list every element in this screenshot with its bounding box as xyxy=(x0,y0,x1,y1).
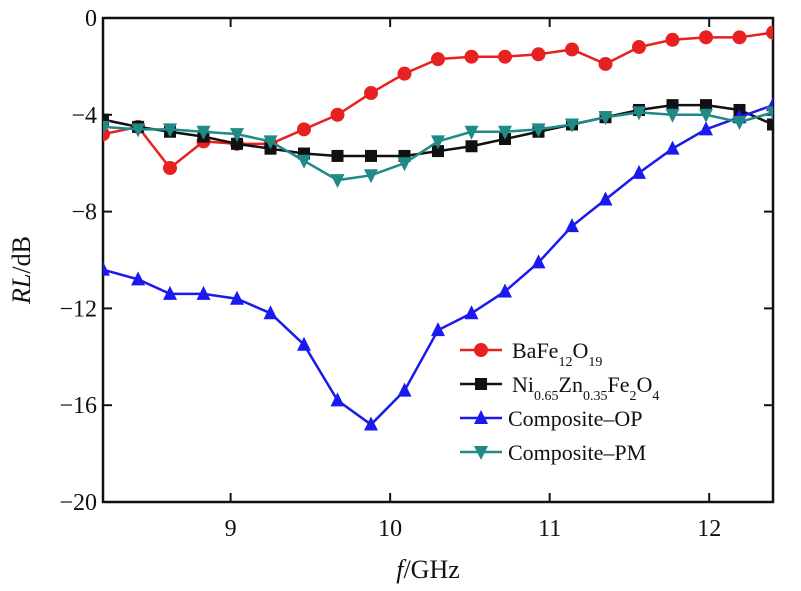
data-point xyxy=(230,128,244,143)
series-2 xyxy=(103,97,773,431)
legend-label: Composite–PM xyxy=(508,440,646,465)
x-axis-title: f/GHz xyxy=(396,555,460,584)
data-point xyxy=(397,66,412,81)
data-point xyxy=(699,30,713,45)
data-point xyxy=(196,125,211,140)
data-point xyxy=(665,140,680,155)
data-point xyxy=(196,285,211,300)
data-point xyxy=(431,322,445,337)
data-point xyxy=(531,254,546,269)
legend-marker xyxy=(474,410,488,424)
data-point xyxy=(464,125,479,140)
data-point xyxy=(432,145,444,158)
data-point xyxy=(330,392,345,407)
data-point xyxy=(498,49,512,64)
data-point xyxy=(131,123,146,138)
data-point xyxy=(598,111,613,126)
data-point xyxy=(498,125,512,140)
data-point xyxy=(397,382,412,397)
data-point xyxy=(364,86,378,101)
data-point xyxy=(732,116,747,131)
legend-entry: Composite–PM xyxy=(460,440,646,465)
data-point xyxy=(598,191,613,206)
data-point xyxy=(230,290,244,305)
data-point xyxy=(331,149,344,162)
legend-label: Composite–OP xyxy=(508,406,642,431)
data-point xyxy=(163,285,177,300)
data-point xyxy=(297,122,311,137)
data-point xyxy=(464,305,479,320)
data-point xyxy=(498,283,512,298)
legend-marker xyxy=(475,378,487,390)
x-tick-label: 9 xyxy=(225,516,237,542)
data-point xyxy=(131,271,146,286)
data-point xyxy=(465,140,478,153)
data-point xyxy=(531,123,546,138)
data-point xyxy=(330,107,345,122)
legend-label: BaFe12O19 xyxy=(512,338,602,370)
plot-frame xyxy=(101,16,775,504)
y-tick-label: −16 xyxy=(59,393,97,419)
data-point xyxy=(732,30,747,45)
data-point xyxy=(632,106,646,121)
data-point xyxy=(163,161,177,176)
y-tick-label: −12 xyxy=(59,296,97,322)
data-point xyxy=(565,218,579,233)
data-point xyxy=(365,149,377,162)
y-tick-label: −8 xyxy=(71,200,97,226)
data-point xyxy=(297,154,311,169)
legend-label: Ni0.65Zn0.35Fe2O4 xyxy=(512,372,659,404)
data-point xyxy=(263,135,278,150)
data-point xyxy=(263,305,278,320)
data-point xyxy=(103,120,110,135)
data-point xyxy=(163,123,177,138)
x-tick-label: 11 xyxy=(538,516,561,542)
y-axis-title: RL/dB xyxy=(7,236,36,305)
y-tick-label: −20 xyxy=(59,490,97,516)
data-point xyxy=(766,106,773,121)
x-tick-label: 10 xyxy=(378,516,402,542)
data-point xyxy=(103,113,109,126)
data-point xyxy=(330,174,345,189)
data-point xyxy=(397,157,412,172)
x-tick-label: 12 xyxy=(697,516,721,542)
data-point xyxy=(699,121,713,136)
data-point xyxy=(231,137,243,150)
data-point xyxy=(103,261,110,276)
legend-entry: Ni0.65Zn0.35Fe2O4 xyxy=(460,372,659,404)
legend-marker xyxy=(474,446,488,460)
data-point xyxy=(364,169,378,184)
axis-ticks: 9 10 11 12 0 −4 −8 −12 −16 −20 xyxy=(59,6,773,542)
data-point xyxy=(531,47,546,62)
data-point xyxy=(431,52,445,67)
data-point xyxy=(632,164,646,179)
data-point xyxy=(699,108,713,123)
y-tick-label: 0 xyxy=(85,6,97,32)
legend-marker xyxy=(474,343,488,357)
y-tick-label: −4 xyxy=(71,103,97,129)
data-point xyxy=(665,32,680,47)
data-point xyxy=(565,42,579,57)
data-point xyxy=(666,99,679,112)
data-point xyxy=(700,99,712,112)
data-point xyxy=(766,25,773,40)
data-point xyxy=(297,336,311,351)
data-point xyxy=(464,49,479,64)
data-point xyxy=(565,118,579,133)
data-point xyxy=(767,118,773,131)
data-point xyxy=(632,40,646,55)
data-point xyxy=(431,135,445,150)
legend-entry: BaFe12O19 xyxy=(460,338,602,370)
legend-entry: Composite–OP xyxy=(460,406,642,431)
data-point xyxy=(364,416,378,431)
series-layer xyxy=(103,25,773,431)
data-point xyxy=(598,56,613,71)
series-3 xyxy=(103,106,773,189)
data-point xyxy=(665,108,680,123)
